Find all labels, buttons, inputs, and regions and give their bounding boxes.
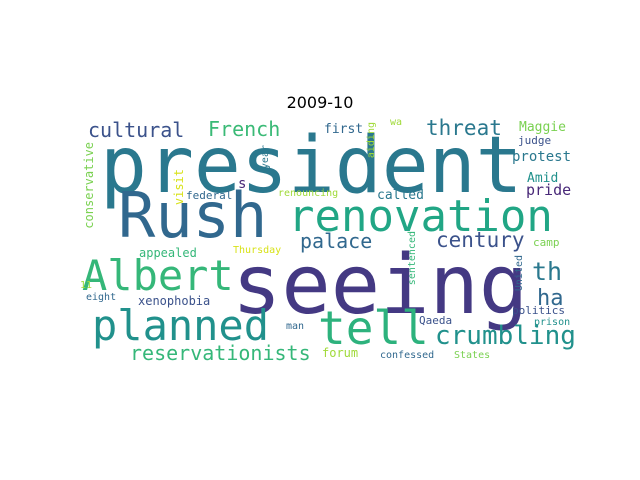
word-s: s [238, 176, 247, 192]
word-amid: Amid [527, 171, 559, 186]
word-eight: eight [86, 292, 117, 303]
word-conservative: conservative [82, 142, 96, 229]
word-forum: forum [322, 346, 359, 360]
word-reservationists: reservationists [130, 341, 311, 365]
word-pride: pride [526, 181, 572, 199]
word-man: man [286, 321, 305, 332]
word-sentenced: sentenced [407, 231, 418, 286]
word-visit: visit [172, 169, 186, 206]
word-federal: federal [186, 189, 233, 202]
word-judge: judge [518, 134, 552, 147]
word-president: president [100, 121, 523, 211]
word-thursday: Thursday [233, 245, 282, 256]
word-cultural: cultural [88, 118, 185, 142]
word-camp: camp [533, 236, 560, 249]
word-maggie: Maggie [519, 120, 566, 135]
word-cloud: president Rush seeing renovation Albert plann… [80, 117, 576, 366]
word-xenophobia: xenophobia [138, 294, 211, 308]
figure-title: 2009-10 [286, 93, 354, 112]
word-french: French [208, 117, 281, 141]
word-seeing: seeing [232, 238, 529, 333]
word-qaeda: Qaeda [419, 314, 453, 327]
word-called: called [377, 188, 424, 203]
word-first: first [324, 122, 364, 137]
word-renovation: renovation [288, 191, 553, 242]
word-year: year [260, 145, 271, 170]
word-protest: protest [512, 149, 572, 165]
word-united: United [514, 255, 525, 292]
word-aiding: aiding [366, 122, 377, 159]
word-tell: tell [318, 301, 429, 355]
word-palace: palace [300, 229, 373, 253]
word-renouncing: renouncing [278, 188, 339, 199]
word-confessed: confessed [380, 350, 435, 361]
word-century: century [436, 228, 525, 252]
word-politics: politics [512, 304, 565, 317]
word-states: States [454, 350, 491, 361]
word-crumbling: crumbling [435, 321, 576, 351]
word-wa: wa [390, 117, 403, 128]
word-albert: Albert [82, 251, 234, 300]
word-appealed: appealed [139, 246, 197, 260]
word-planned: planned [92, 301, 270, 350]
word-prison: prison [534, 317, 571, 328]
word-ha: ha [537, 286, 564, 311]
word-threat: threat [426, 116, 502, 140]
word-11: 11 [80, 280, 93, 291]
word-rush: Rush [118, 179, 268, 252]
word-th: th [532, 257, 563, 286]
